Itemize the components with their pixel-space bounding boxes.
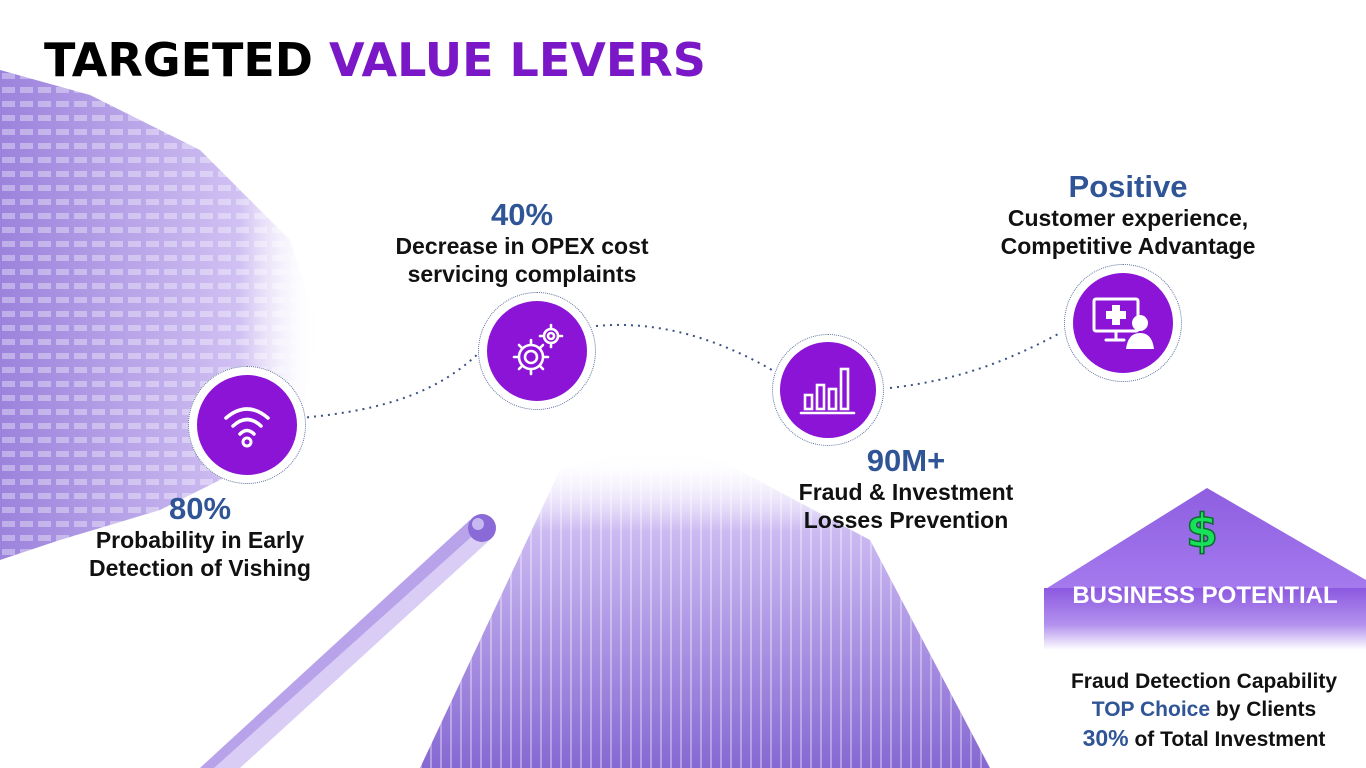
business-line-3-rest: of Total Investment <box>1128 728 1326 751</box>
monitor-medical-user-icon <box>1092 297 1154 349</box>
business-roof <box>1044 488 1366 590</box>
business-band <box>1044 588 1366 650</box>
lever-3-line-1: Fraud & Investment <box>798 479 1014 505</box>
lever-1-stat: 80% Probability in Early Detection of Vi… <box>40 492 360 582</box>
lever-4-line-2: Competitive Advantage <box>1000 233 1256 259</box>
business-line-3: 30% of Total Investment <box>1046 724 1362 754</box>
gears-icon <box>512 323 564 376</box>
bar-chart-icon <box>799 367 856 415</box>
business-line-2: TOP Choice by Clients <box>1046 696 1362 724</box>
lever-2-stat: 40% Decrease in OPEX cost servicing comp… <box>362 198 682 288</box>
business-line-2-highlight: TOP Choice <box>1091 698 1211 721</box>
business-potential-label: BUSINESS POTENTIAL <box>1072 582 1338 609</box>
lever-2-line-2: servicing complaints <box>407 261 637 287</box>
lever-1-line-1: Probability in Early <box>95 527 305 553</box>
title-part-2: VALUE LEVERS <box>329 33 706 87</box>
lever-1-circle <box>188 366 306 484</box>
business-potential-text: Fraud Detection Capability TOP Choice by… <box>1046 668 1362 754</box>
page-title: TARGETED VALUE LEVERS <box>44 32 706 88</box>
business-line-3-highlight: 30% <box>1082 725 1129 751</box>
business-line-2-rest: by Clients <box>1210 698 1317 721</box>
lever-3-value: 90M+ <box>866 443 946 478</box>
wifi-signal-icon <box>224 407 270 448</box>
lever-1-line-2: Detection of Vishing <box>89 555 311 581</box>
lever-3-circle <box>772 334 884 446</box>
lever-4-stat: Positive Customer experience, Competitiv… <box>960 170 1296 260</box>
business-line-1: Fraud Detection Capability <box>1070 670 1338 693</box>
lever-4-line-1: Customer experience, <box>1007 205 1249 231</box>
lever-4-circle <box>1064 264 1182 382</box>
lever-1-value: 80% <box>168 491 232 526</box>
lever-4-value: Positive <box>1068 169 1188 204</box>
lever-3-line-2: Losses Prevention <box>803 507 1009 533</box>
title-part-1: TARGETED <box>44 33 313 87</box>
lever-2-value: 40% <box>490 197 554 232</box>
lever-3-stat: 90M+ Fraud & Investment Losses Preventio… <box>746 444 1066 534</box>
dollar-sign-icon: $ <box>1185 503 1219 559</box>
lever-2-line-1: Decrease in OPEX cost <box>395 233 649 259</box>
lever-2-circle <box>478 292 596 410</box>
